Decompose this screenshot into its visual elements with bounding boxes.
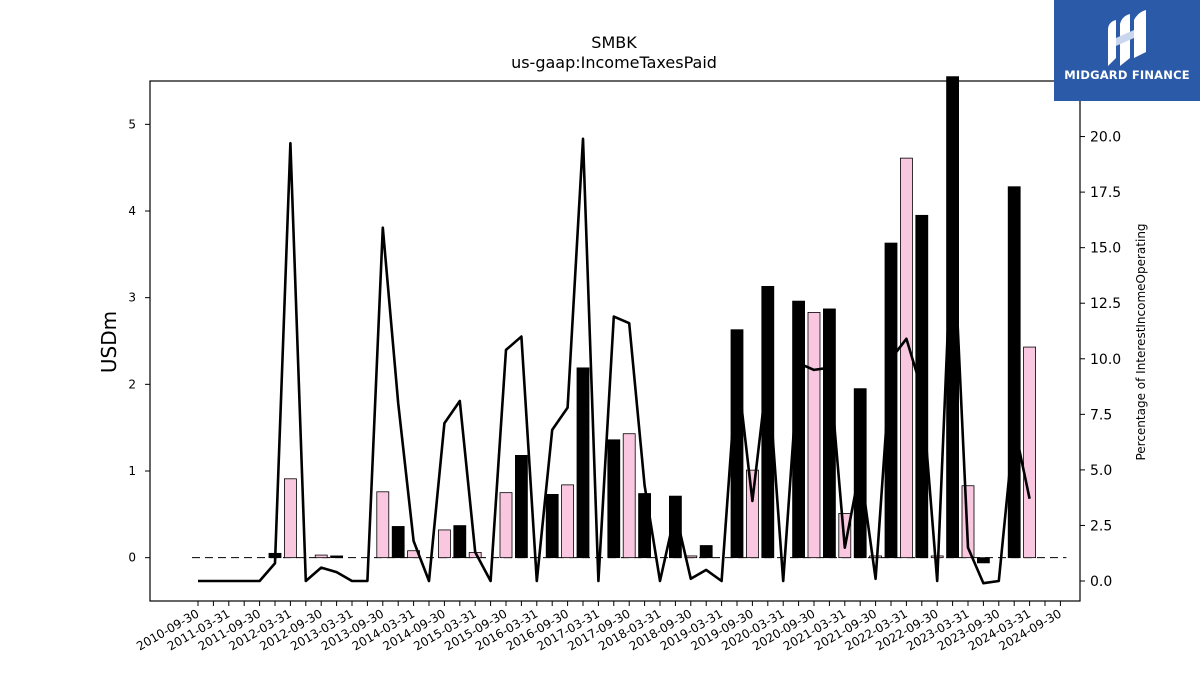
bar-2018-06-30 xyxy=(669,495,682,559)
chart-subtitle: us-gaap:IncomeTaxesPaid xyxy=(511,53,717,72)
bar-2015-12-31 xyxy=(515,454,528,559)
y2-tick-label: 7.5 xyxy=(1090,407,1112,423)
y-tick-label: 5 xyxy=(128,117,136,131)
y-axis-label: USDm xyxy=(97,311,121,373)
y-tick-label: 1 xyxy=(128,464,136,478)
bar-2021-09-30 xyxy=(869,555,882,559)
bar-2018-12-31 xyxy=(699,545,713,559)
midgard-logo-icon xyxy=(1108,10,1146,66)
bar-2024-03-31 xyxy=(1023,346,1036,559)
bar-2013-12-31 xyxy=(391,526,405,559)
bar-2023-12-31 xyxy=(1007,186,1021,559)
y2-tick-label: 2.5 xyxy=(1090,518,1112,534)
bar-2021-12-31 xyxy=(884,242,898,559)
brand-logo: MIDGARD FINANCE xyxy=(1054,0,1200,101)
bar-2015-09-30 xyxy=(499,492,513,559)
y-tick-label: 3 xyxy=(128,291,136,305)
bar-2013-09-30 xyxy=(376,491,390,559)
bar-2023-06-30 xyxy=(977,557,990,564)
bar-2012-03-31 xyxy=(283,478,297,559)
y-tick-label: 4 xyxy=(128,204,136,218)
line-layer xyxy=(198,137,1031,585)
bar-2022-03-31 xyxy=(900,157,913,559)
y2-tick-label: 15.0 xyxy=(1090,241,1121,257)
bar-2012-09-30 xyxy=(314,554,328,559)
y2-tick-label: 20.0 xyxy=(1090,130,1121,146)
bar-2017-06-30 xyxy=(607,439,621,559)
pct-line xyxy=(198,137,1031,585)
bar-2016-06-30 xyxy=(545,493,559,559)
bar-2020-12-31 xyxy=(823,308,836,559)
bars-layer xyxy=(268,76,1036,564)
y2-axis-ticks: 0.0 2.5 5.0 7.5 10.0 12.5 15.0 17.5 20.0 xyxy=(1080,130,1121,590)
bar-2022-12-31 xyxy=(946,76,959,559)
bar-2014-12-31 xyxy=(453,525,467,559)
x-axis-ticks: 2010-09-302011-03-312011-09-302012-03-31… xyxy=(134,601,1064,653)
bar-2019-09-30 xyxy=(746,469,759,559)
y2-tick-label: 17.5 xyxy=(1090,185,1121,201)
bar-2017-09-30 xyxy=(622,433,636,559)
bar-2017-12-31 xyxy=(638,493,651,559)
logo-text: MIDGARD FINANCE xyxy=(1064,68,1190,82)
y-tick-label: 2 xyxy=(128,377,136,391)
y2-tick-label: 0.0 xyxy=(1090,574,1112,590)
bar-2012-12-31 xyxy=(330,555,344,559)
y2-tick-label: 5.0 xyxy=(1090,463,1112,479)
y-axis-ticks: 0 1 2 3 4 5 xyxy=(128,117,150,565)
y2-tick-label: 12.5 xyxy=(1090,296,1121,312)
y2-tick-label: 10.0 xyxy=(1090,352,1121,368)
bar-2020-09-30 xyxy=(807,311,821,559)
bar-2014-09-30 xyxy=(437,529,451,559)
bar-2016-12-31 xyxy=(576,367,590,559)
y-tick-label: 0 xyxy=(128,551,136,565)
chart-title: SMBK xyxy=(591,33,637,52)
bar-2016-09-30 xyxy=(561,484,574,559)
plot-frame xyxy=(149,80,1081,602)
y2-axis-label: Percentage of InterestIncomeOperating xyxy=(1134,223,1148,460)
